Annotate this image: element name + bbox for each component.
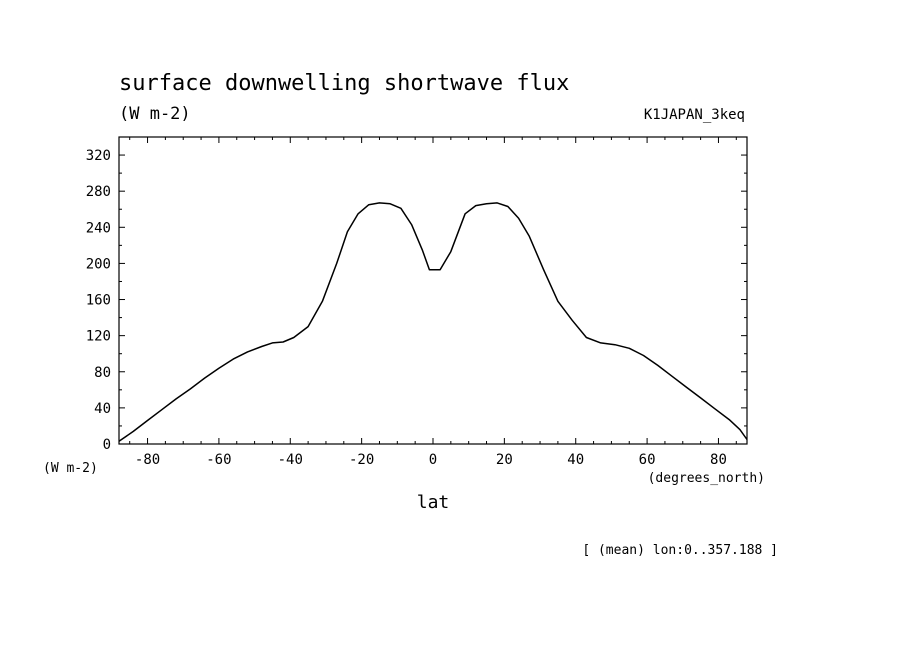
x-tick-label: 40	[567, 452, 584, 468]
x-axis-label: lat	[417, 492, 450, 513]
x-tick-label: 80	[710, 452, 727, 468]
x-tick-label: -80	[135, 452, 160, 468]
x-tick-label: -60	[206, 452, 231, 468]
footer-note: [ (mean) lon:0..357.188 ]	[582, 543, 778, 558]
y-axis-tick-labels: 0 40 80 120 160 200 240 280 320	[86, 148, 111, 453]
plot-frame	[118, 136, 748, 445]
y-axis-units: (W m-2)	[43, 461, 98, 476]
dataset-label: K1JAPAN_3keq	[644, 107, 745, 123]
x-tick-label: -20	[349, 452, 374, 468]
chart-subtitle: (W m-2)	[119, 104, 191, 124]
x-axis-ticks	[129, 137, 737, 444]
y-tick-label: 40	[94, 401, 111, 417]
chart-title: surface downwelling shortwave flux	[119, 71, 569, 96]
y-tick-label: 160	[86, 293, 111, 309]
y-tick-label: 320	[86, 148, 111, 164]
y-axis-ticks	[119, 136, 747, 445]
x-tick-label: 20	[496, 452, 513, 468]
x-tick-label: -40	[278, 452, 303, 468]
x-tick-label: 0	[429, 452, 437, 468]
y-tick-label: 240	[86, 220, 111, 236]
y-tick-label: 80	[94, 365, 111, 381]
y-tick-label: 120	[86, 329, 111, 345]
y-tick-label: 0	[103, 437, 111, 453]
series-group	[118, 202, 748, 442]
series-line	[118, 202, 748, 442]
y-tick-label: 280	[86, 184, 111, 200]
y-tick-label: 200	[86, 256, 111, 272]
x-axis-tick-labels: -80 -60 -40 -20 0 20 40 60 80	[135, 452, 727, 468]
x-tick-label: 60	[639, 452, 656, 468]
x-axis-units: (degrees_north)	[648, 471, 765, 486]
